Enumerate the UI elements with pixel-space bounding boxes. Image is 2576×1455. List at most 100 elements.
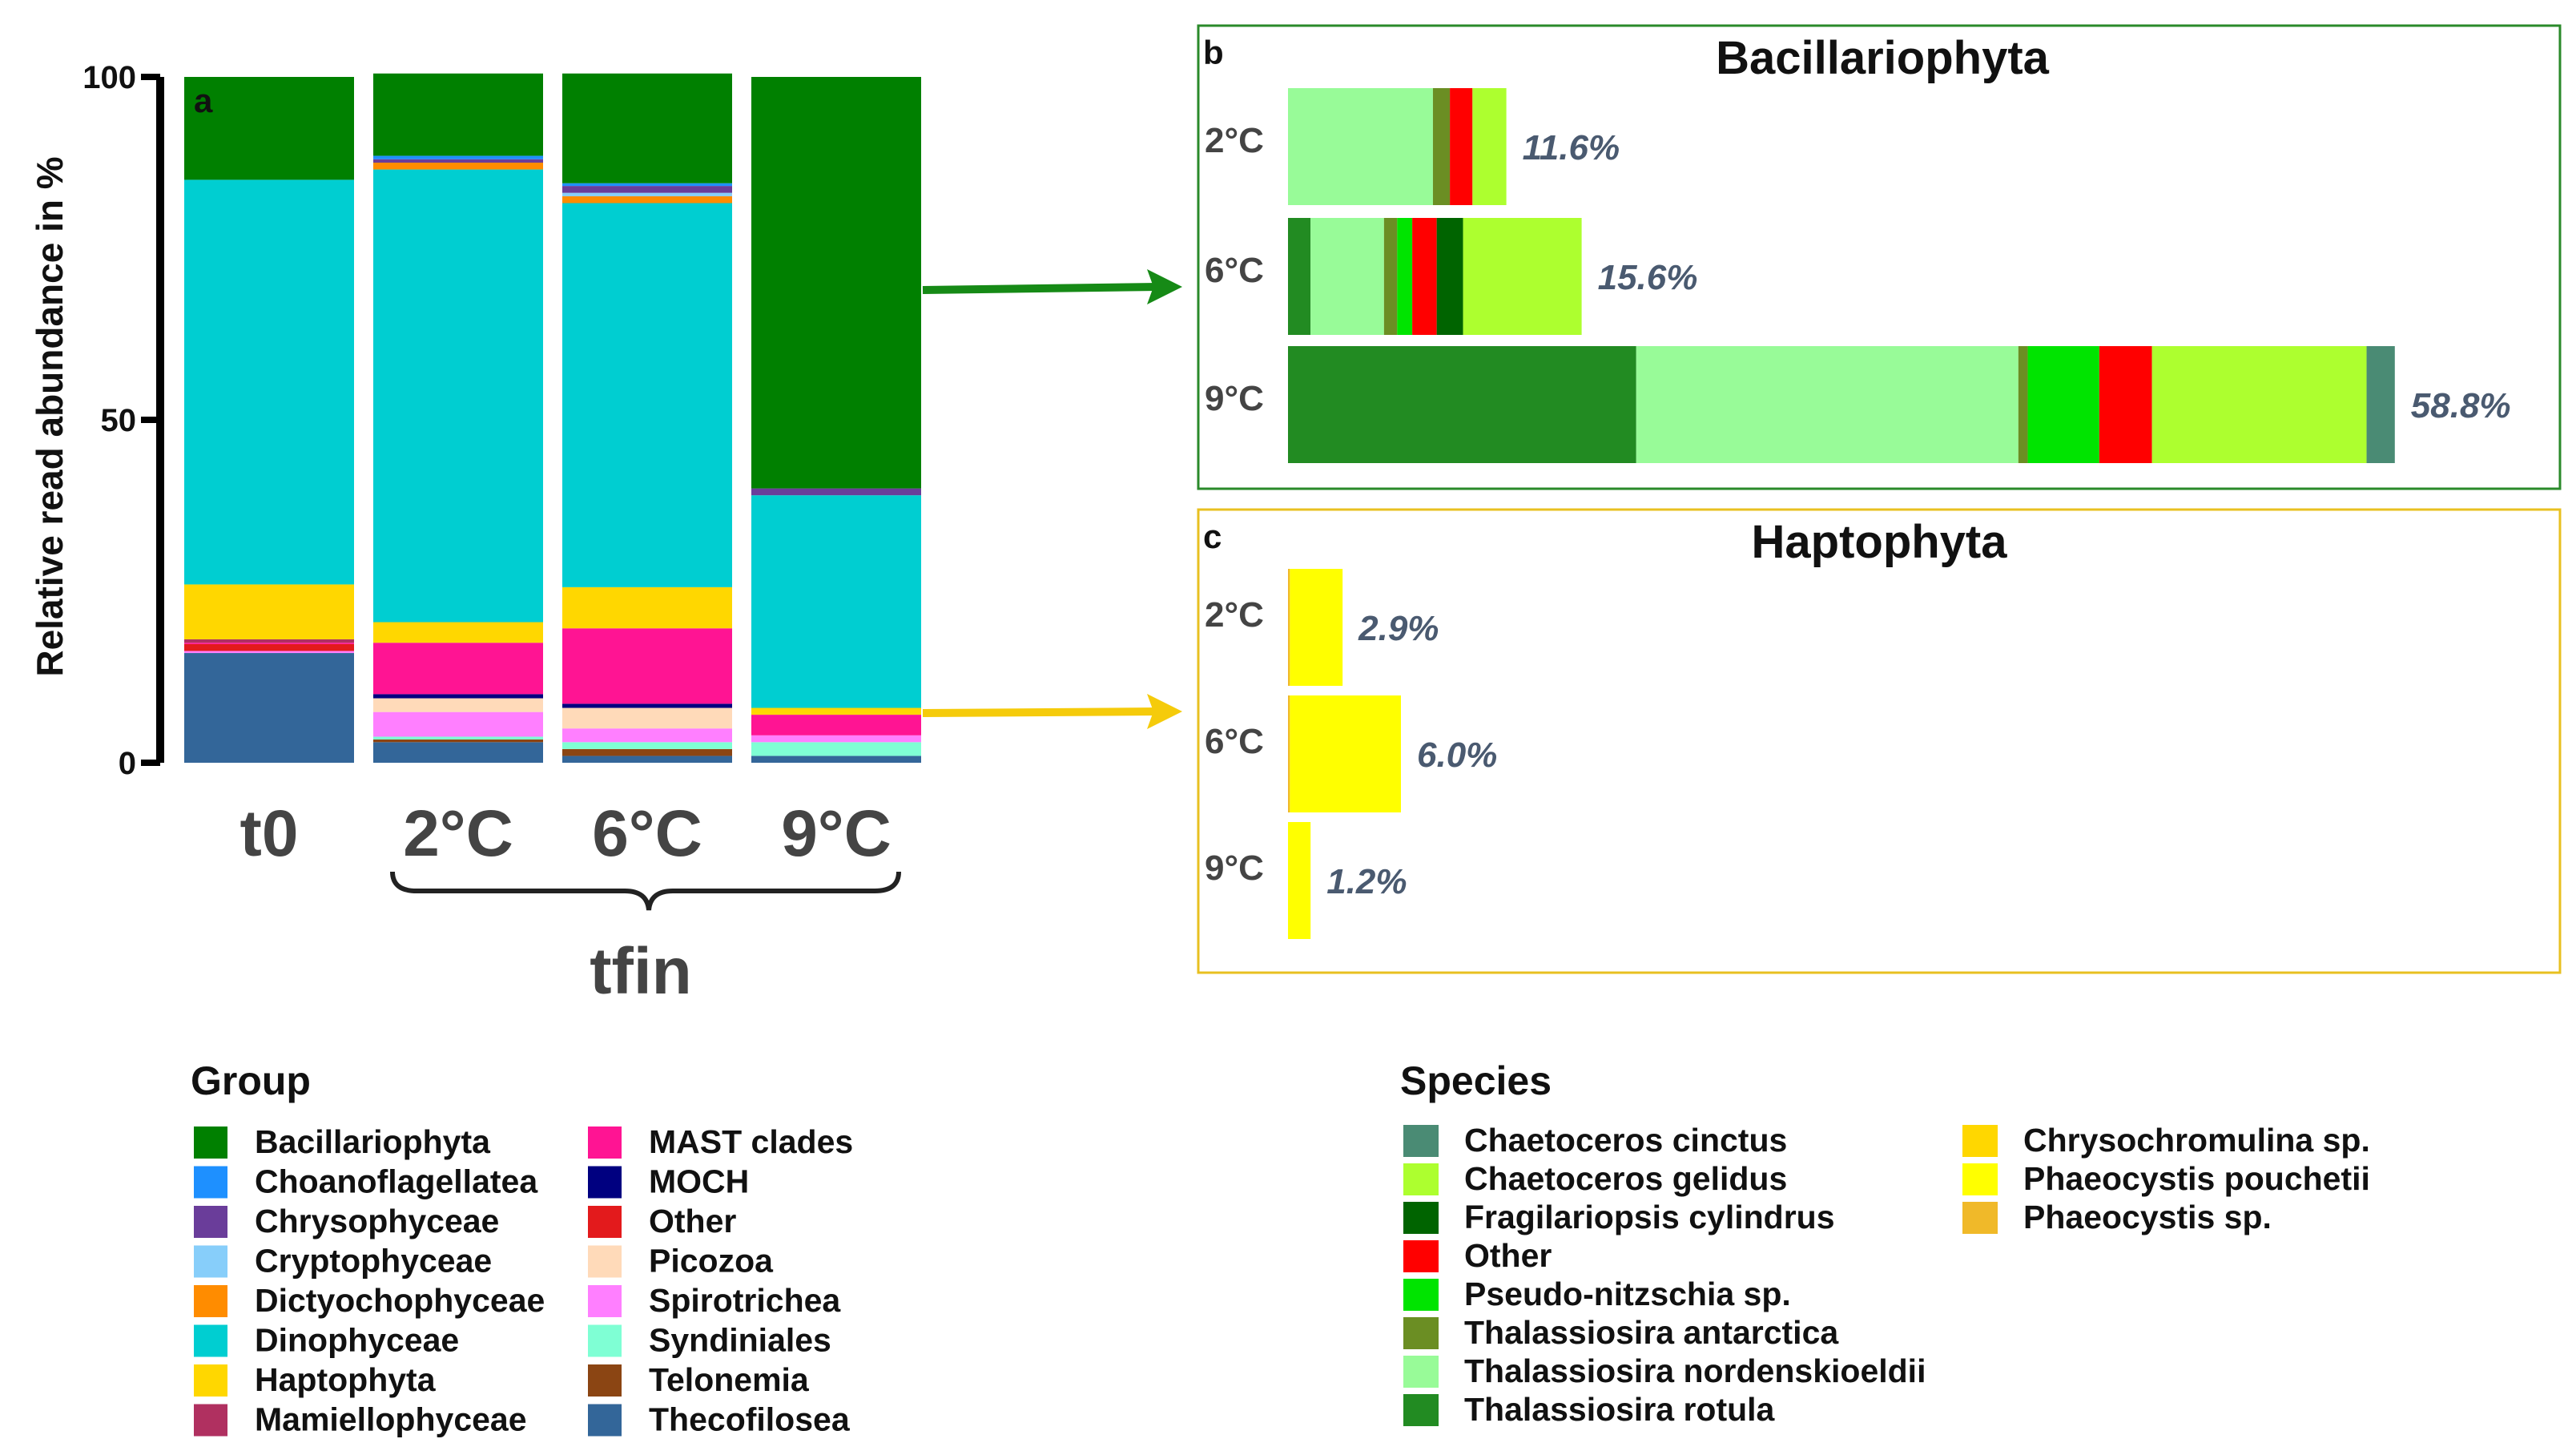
bar-segment-dictyochophyceae-6-c — [562, 195, 732, 204]
y-axis-ticks: 0 50 100 — [83, 60, 160, 781]
group-legend-item-bacillariophyta: Bacillariophyta — [194, 1123, 491, 1160]
bar-segment-thecofilosea-2-c — [373, 742, 543, 763]
bar-segment-telonemia-6-c — [562, 748, 732, 756]
bar-segment-syndiniales-2-c — [373, 736, 543, 740]
legend-swatch — [1403, 1163, 1439, 1195]
legend-label: MAST clades — [649, 1123, 853, 1160]
legend-swatch — [1403, 1356, 1439, 1388]
y-tick-label: 50 — [101, 403, 137, 438]
bar-segment-thecofilosea-t0 — [184, 653, 354, 763]
bar-segment-thalassiosira-nordenskioeldii-2-c — [1288, 88, 1433, 205]
bar-segment-thalassiosira-rotula-9-c — [1288, 346, 1636, 463]
bar-segment-dictyochophyceae-2-c — [373, 163, 543, 170]
legend-label: MOCH — [649, 1163, 749, 1200]
bar-segment-thalassiosira-nordenskioeldii-6-c — [1310, 218, 1384, 335]
bar-segment-choanoflagellatea-2-c — [373, 155, 543, 159]
legend-label: Bacillariophyta — [255, 1123, 491, 1160]
bar-segment-pseudo-nitzschia-sp-9-c — [2027, 346, 2099, 463]
species-legend-item-pseudo-nitzschia-sp: Pseudo-nitzschia sp. — [1403, 1276, 1791, 1312]
group-legend-item-mast-clades: MAST clades — [588, 1123, 853, 1160]
legend-label: Other — [1464, 1237, 1552, 1274]
bar-segment-chrysophyceae-9-c — [751, 488, 921, 496]
group-legend-item-choanoflagellatea: Choanoflagellatea — [194, 1163, 538, 1200]
bar-segment-spirotrichea-6-c — [562, 728, 732, 743]
panel-a-bars — [184, 73, 921, 763]
bar-segment-thecofilosea-6-c — [562, 756, 732, 763]
bar-segment-phaeocystis-sp-6-c — [1288, 695, 1290, 812]
legend-label: Chaetoceros cinctus — [1464, 1122, 1787, 1159]
bar-segment-bacillariophyta-2-c — [373, 73, 543, 156]
bar-segment-phaeocystis-pouchetii-6-c — [1290, 695, 1401, 812]
panel-c-haptophyta: c Haptophyta 2°C 2.9% 6°C 6.0% 9°C 1.2% — [1197, 508, 2562, 974]
legend-swatch — [194, 1364, 227, 1397]
x-category-label: 2°C — [403, 797, 513, 870]
legend-swatch — [1962, 1202, 1998, 1234]
bar-segment-phaeocystis-pouchetii-2-c — [1290, 569, 1343, 686]
bar-segment-chaetoceros-gelidus-9-c — [2151, 346, 2367, 463]
legend-swatch — [588, 1245, 622, 1278]
panel-b-letter: b — [1203, 34, 1224, 71]
bar-segment-chaetoceros-gelidus-6-c — [1463, 218, 1582, 335]
legend-label: Pseudo-nitzschia sp. — [1464, 1276, 1791, 1312]
legend-swatch — [1403, 1279, 1439, 1311]
legend-label: Chrysochromulina sp. — [2023, 1122, 2370, 1159]
bar-segment-chrysophyceae-2-c — [373, 159, 543, 163]
bar-segment-picozoa-6-c — [562, 707, 732, 729]
species-legend-item-other: Other — [1403, 1237, 1552, 1274]
tfin-brace — [390, 871, 901, 911]
bar-segment-cryptophyceae-6-c — [562, 192, 732, 196]
legend-swatch — [588, 1285, 622, 1317]
legend-swatch — [588, 1324, 622, 1357]
row-label: 2°C — [1205, 595, 1264, 635]
bar-segment-dinophyceae-2-c — [373, 169, 543, 623]
bar-segment-mast-clades-2-c — [373, 643, 543, 695]
x-axis-categories: t0 2°C 6°C 9°C — [240, 797, 892, 870]
legend-label: Chrysophyceae — [255, 1203, 499, 1239]
bar-segment-bacillariophyta-6-c — [562, 73, 732, 183]
bar-segment-other-9-c — [2099, 346, 2152, 463]
species-legend-title: Species — [1400, 1058, 1552, 1103]
y-axis-label: Relative read abundance in % — [29, 156, 70, 676]
bar-segment-dinophyceae-6-c — [562, 203, 732, 587]
legend-swatch — [1962, 1163, 1998, 1195]
panel-b-title: Bacillariophyta — [1716, 32, 2050, 84]
group-legend: Group BacillariophytaChoanoflagellateaCh… — [191, 1058, 853, 1438]
bar-segment-other-2-c — [1450, 88, 1473, 205]
species-legend-item-chaetoceros-cinctus: Chaetoceros cinctus — [1403, 1122, 1787, 1159]
bar-segment-thalassiosira-rotula-6-c — [1288, 218, 1311, 335]
bar-segment-haptophyta-6-c — [562, 586, 732, 629]
legend-label: Cryptophyceae — [255, 1243, 492, 1280]
x-category-label: 9°C — [781, 797, 892, 870]
legend-swatch — [1403, 1240, 1439, 1272]
tfin-label: tfin — [590, 935, 691, 1008]
panel-b-bacillariophyta: b Bacillariophyta 2°C 11.6% 6°C 15.6% 9°C 58.… — [1197, 24, 2562, 490]
group-legend-title: Group — [191, 1058, 311, 1103]
legend-swatch — [588, 1404, 622, 1437]
bar-segment-mast-clades-t0 — [184, 643, 354, 644]
legend-swatch — [588, 1127, 622, 1159]
legend-label: Mamiellophyceae — [255, 1401, 527, 1438]
legend-swatch — [1403, 1394, 1439, 1426]
bar-segment-haptophyta-2-c — [373, 622, 543, 643]
total-percent-label: 1.2% — [1326, 862, 1407, 901]
species-legend-item-thalassiosira-rotula: Thalassiosira rotula — [1403, 1391, 1776, 1428]
legend-swatch — [194, 1324, 227, 1357]
legend-swatch — [1962, 1125, 1998, 1157]
bar-segment-spirotrichea-9-c — [751, 735, 921, 743]
bar-segment-dinophyceae-t0 — [184, 179, 354, 585]
legend-swatch — [1403, 1125, 1439, 1157]
bar-segment-haptophyta-t0 — [184, 584, 354, 639]
species-legend-item-chrysochromulina-sp: Chrysochromulina sp. — [1962, 1122, 2370, 1159]
legend-label: Telonemia — [649, 1361, 810, 1398]
legend-swatch — [194, 1166, 227, 1199]
group-legend-item-spirotrichea: Spirotrichea — [588, 1282, 841, 1319]
legend-label: Syndiniales — [649, 1322, 831, 1359]
legend-label: Choanoflagellatea — [255, 1163, 538, 1200]
panel-a-stacked-bar-chart: 0 50 100 Relative read abundance in % a t0… — [29, 60, 921, 1008]
total-percent-label: 15.6% — [1598, 258, 1698, 297]
bar-segment-phaeocystis-sp-2-c — [1288, 569, 1290, 686]
legend-swatch — [194, 1245, 227, 1278]
legend-label: Other — [649, 1203, 736, 1239]
bar-segment-phaeocystis-pouchetii-9-c — [1288, 822, 1311, 939]
species-legend-item-chaetoceros-gelidus: Chaetoceros gelidus — [1403, 1160, 1787, 1197]
